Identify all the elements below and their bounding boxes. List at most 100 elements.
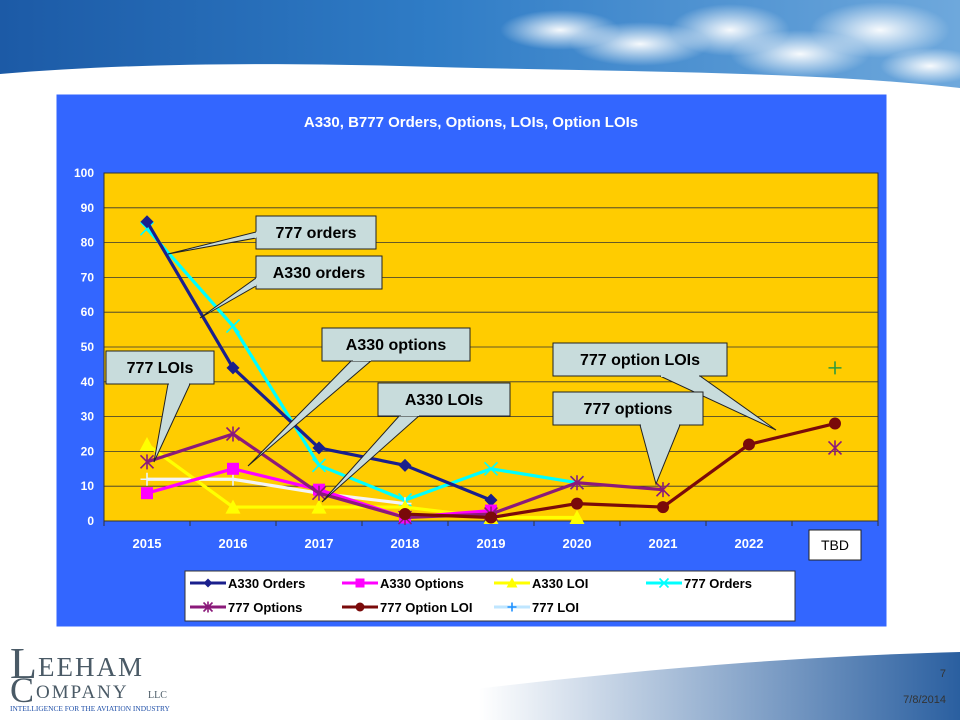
data-point (139, 454, 155, 470)
x-tick-label: TBD (821, 537, 849, 553)
page-number: 7 (939, 668, 946, 680)
data-point (225, 426, 241, 442)
y-tick-label: 30 (81, 410, 95, 424)
legend: A330 Orders A330 Options A330 LOI 777 Order… (184, 570, 796, 622)
data-point (311, 458, 327, 473)
y-tick-label: 80 (81, 236, 95, 250)
legend-marker (202, 601, 214, 613)
callout-box (255, 255, 383, 290)
y-tick-label: 0 (87, 514, 94, 528)
x-tick-label: 2018 (391, 536, 420, 551)
callout-box (255, 215, 377, 250)
logo-letter-l: L (10, 640, 37, 688)
callout-text: A330 options (346, 337, 447, 354)
x-tick-label: 2021 (649, 536, 678, 551)
data-point (655, 482, 671, 498)
y-tick-label: 90 (81, 201, 95, 215)
callout-joint (254, 277, 258, 287)
callouts: 777 orders A330 orders A330 options 777 LOI… (105, 215, 777, 503)
logo-word-bottom: OMPANY (36, 682, 129, 703)
x-tick-label: 2016 (219, 536, 248, 551)
header-banner (0, 0, 960, 88)
data-point (571, 497, 583, 510)
series-777-option-loi (399, 417, 841, 524)
legend-item-777-options: 777 Options (190, 600, 302, 615)
series-line (146, 443, 577, 520)
y-tick-label: 100 (74, 166, 94, 180)
tbd-label-box (808, 529, 862, 561)
footer-band (220, 652, 960, 720)
data-point (311, 485, 327, 501)
legend-item-777-orders: 777 Orders (646, 576, 752, 591)
legend-marker (355, 578, 365, 588)
legend-item-777-loi: 777 LOI (494, 600, 579, 615)
legend-marker (507, 602, 517, 612)
series-line (404, 422, 836, 520)
data-point (225, 499, 241, 514)
legend-item-a330-options: A330 Options (342, 576, 464, 591)
callout-text: 777 options (584, 401, 673, 418)
legend-box (184, 570, 796, 622)
callout-text: A330 orders (273, 265, 366, 282)
legend-marker (355, 602, 365, 612)
data-point (311, 499, 327, 514)
callout-777-orders: 777 orders (167, 215, 377, 255)
data-point (483, 461, 499, 476)
x-tick-label: 2019 (477, 536, 506, 551)
data-point (139, 436, 155, 451)
logo-suffix: LLC (148, 690, 167, 701)
legend-label: A330 LOI (532, 576, 588, 591)
callout-777-lois: 777 LOIs (105, 350, 215, 463)
legend-item-777-option-loi: 777 Option LOI (342, 600, 472, 615)
data-point (828, 361, 842, 375)
logo-tagline: INTELLIGENCE FOR THE AVIATION INDUSTRY (10, 704, 171, 713)
legend-marker (506, 577, 518, 588)
series-line (145, 227, 578, 502)
y-tick-label: 70 (81, 270, 95, 284)
x-tick-label: 2022 (735, 536, 764, 551)
chart-title: A330, B777 Orders, Options, LOIs, Option… (304, 114, 638, 131)
data-point (140, 472, 154, 486)
y-tick-label: 60 (81, 305, 95, 319)
y-tick-label: 20 (81, 444, 95, 458)
data-point (140, 215, 154, 229)
callout-text: 777 orders (276, 225, 357, 242)
callout-a330-orders: A330 orders (199, 255, 383, 319)
legend-label: A330 Options (380, 576, 464, 591)
footer-date: 7/8/2014 (903, 694, 946, 706)
plot: 0 10 20 30 40 50 60 70 80 90 100 2015 2016 2017 2018 20… (74, 166, 879, 561)
legend-marker (658, 577, 670, 589)
callout-box (321, 327, 471, 362)
data-point (398, 458, 412, 472)
legend-label: 777 Orders (684, 576, 752, 591)
data-point (225, 319, 241, 334)
logo-word-top: EEHAM (38, 652, 144, 682)
callout-text: A330 LOIs (405, 392, 483, 409)
data-point (827, 440, 843, 456)
series-line (147, 477, 406, 506)
y-tick-label: 10 (81, 479, 95, 493)
callout-box (552, 391, 704, 426)
data-point (743, 438, 755, 451)
data-point (226, 472, 240, 486)
callout-box (105, 350, 215, 385)
data-point (484, 493, 498, 507)
callout-text: 777 LOIs (127, 360, 194, 377)
y-tick-label: 50 (81, 340, 95, 354)
x-tick-label: 2017 (305, 536, 334, 551)
clouds (500, 2, 960, 84)
callout-box (552, 342, 728, 377)
x-tick-label: 2015 (133, 536, 162, 551)
data-point (569, 510, 585, 525)
data-point (399, 508, 411, 521)
series-a330-orders (140, 215, 498, 507)
data-point (485, 511, 497, 524)
callout-777-option-lois: 777 option LOIs (552, 342, 777, 431)
legend-item-a330-loi: A330 LOI (494, 576, 588, 591)
y-tick-label: 40 (81, 375, 95, 389)
data-point (829, 417, 841, 430)
data-point (141, 487, 153, 500)
x-tick-label: 2020 (563, 536, 592, 551)
